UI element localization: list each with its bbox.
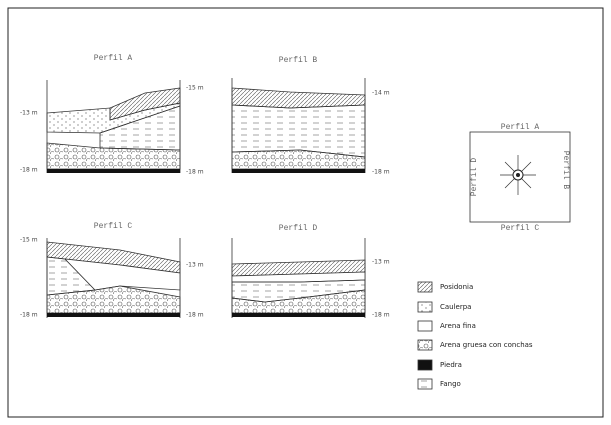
profile-a: Perfil A -13 m -18 m -15 m -18 m <box>20 54 204 175</box>
compass: Perfil A Perfil C Perfil B Perfil D <box>469 123 571 233</box>
profile-c: Perfil C -15 m -18 m -13 m -18 m <box>20 222 204 318</box>
depth-label: -15 m <box>186 85 204 92</box>
depth-label: -13 m <box>372 259 390 266</box>
profile-title: Perfil D <box>279 224 318 233</box>
depth-label: -18 m <box>20 167 38 174</box>
profile-d: Perfil D -13 m -18 m <box>231 224 390 319</box>
legend-label: Arena gruesa con conchas <box>440 341 533 349</box>
depth-label: -14 m <box>372 90 390 97</box>
legend-label: Posidonia <box>440 283 473 291</box>
compass-label: Perfil B <box>561 151 570 190</box>
frame <box>7 7 604 418</box>
legend-label: Caulerpa <box>440 303 471 311</box>
compass-label: Perfil A <box>501 123 540 132</box>
compass-label: Perfil D <box>470 158 479 197</box>
depth-label: -18 m <box>372 169 390 176</box>
legend-label: Arena fina <box>440 322 476 330</box>
legend-label: Piedra <box>440 361 462 369</box>
depth-label: -18 m <box>186 312 204 319</box>
profile-b: Perfil B -14 m -18 m <box>231 56 390 176</box>
depth-label: -18 m <box>20 312 38 319</box>
profile-title: Perfil A <box>94 54 133 63</box>
depth-label: -13 m <box>20 110 38 117</box>
profile-title: Perfil B <box>279 56 318 65</box>
depth-label: -18 m <box>372 312 390 319</box>
depth-label: -13 m <box>186 262 204 269</box>
legend-label: Fango <box>440 380 461 388</box>
depth-label: -15 m <box>20 237 38 244</box>
legend: Posidonia Caulerpa Arena fina Arena grue… <box>417 281 533 390</box>
profile-title: Perfil C <box>94 222 133 231</box>
compass-label: Perfil C <box>501 224 540 233</box>
depth-label: -18 m <box>186 169 204 176</box>
